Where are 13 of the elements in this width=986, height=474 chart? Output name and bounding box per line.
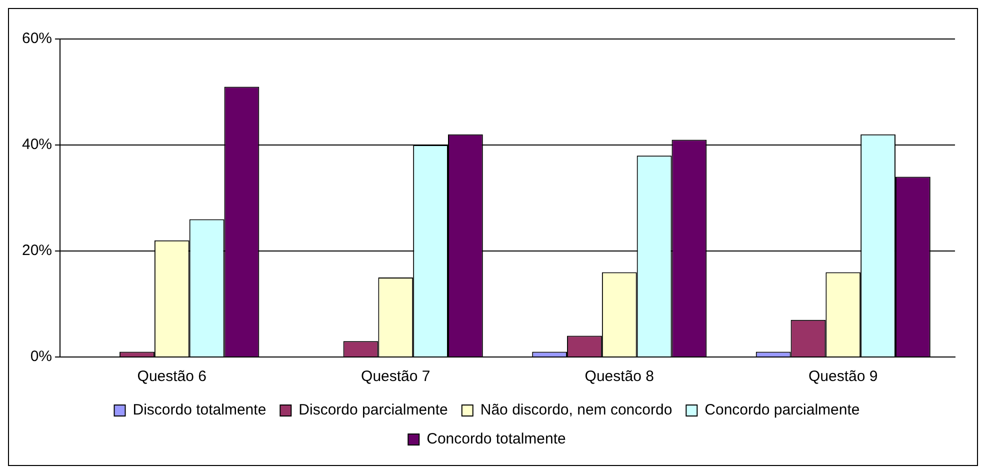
y-tick-label: 0% <box>30 348 52 366</box>
legend-label: Concordo totalmente <box>426 430 566 448</box>
x-tick-label: Questão 8 <box>584 368 654 386</box>
legend-label: Concordo parcialmente <box>704 402 860 419</box>
x-tick-label: Questão 6 <box>137 368 207 386</box>
legend-label: Discordo totalmente <box>132 402 266 419</box>
legend-label: Discordo parcialmente <box>298 402 448 419</box>
x-tick-label: Questão 7 <box>361 368 430 386</box>
legend-label: Não discordo, nem concordo <box>480 402 672 419</box>
y-tick-label: 60% <box>22 30 52 48</box>
x-tick-label: Questão 9 <box>808 368 878 386</box>
y-tick-label: 20% <box>22 242 52 260</box>
y-tick-label: 40% <box>22 136 52 154</box>
